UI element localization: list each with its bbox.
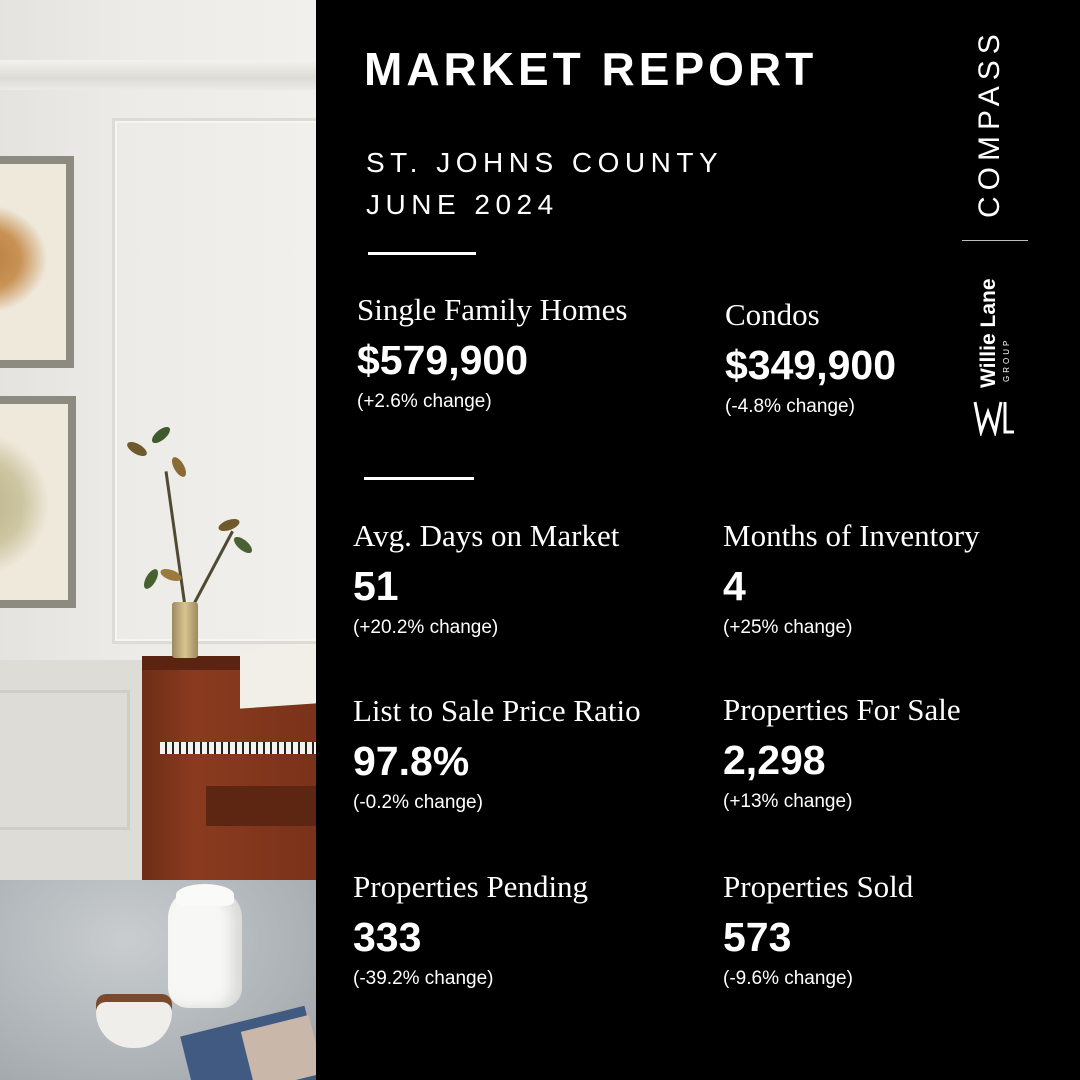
white-pitcher — [168, 888, 242, 1008]
wall-panel-molding — [112, 118, 316, 644]
stat-label: Properties For Sale — [723, 692, 961, 727]
stat-value: 97.8% — [353, 738, 470, 784]
stat-value: 4 — [723, 563, 746, 609]
pitcher-lid — [176, 884, 234, 906]
report-location: ST. JOHNS COUNTY — [366, 147, 724, 178]
stat-label: Months of Inventory — [723, 518, 980, 553]
interior-photo — [0, 0, 316, 1080]
stat-label: List to Sale Price Ratio — [353, 693, 641, 728]
framed-botanical-print — [0, 156, 74, 368]
section-divider — [364, 477, 474, 480]
stat-change: (-4.8% change) — [725, 396, 855, 417]
stat-list-to-sale-price-ratio: List to Sale Price Ratio 97.8% (-0.2% ch… — [353, 693, 641, 815]
stat-change: (-39.2% change) — [353, 968, 494, 989]
stat-months-of-inventory: Months of Inventory 4 (+25% change) — [723, 518, 980, 640]
stat-label: Single Family Homes — [357, 292, 628, 327]
stat-label: Avg. Days on Market — [353, 518, 620, 553]
stat-label: Properties Sold — [723, 869, 914, 904]
stat-condos: Condos $349,900 (-4.8% change) — [725, 297, 896, 419]
stat-value: 51 — [353, 563, 399, 609]
report-title: MARKET REPORT — [364, 43, 818, 95]
willie-lane-mark-icon — [973, 401, 1014, 436]
coffee-cup — [96, 994, 172, 1048]
stat-change: (+25% change) — [723, 617, 853, 638]
willie-lane-logo-text: Willie Lane — [977, 278, 1000, 388]
stat-value: 2,298 — [723, 737, 826, 783]
compass-logo-text: COMPASS — [973, 28, 1006, 218]
stat-value: 333 — [353, 914, 422, 960]
stat-label: Properties Pending — [353, 869, 589, 904]
stat-change: (-9.6% change) — [723, 968, 853, 989]
stat-value: 573 — [723, 914, 792, 960]
stat-change: (+20.2% change) — [353, 617, 499, 638]
stat-properties-pending: Properties Pending 333 (-39.2% change) — [353, 869, 588, 991]
stat-change: (+2.6% change) — [357, 391, 492, 412]
framed-botanical-print — [0, 396, 76, 608]
stat-avg-days-on-market: Avg. Days on Market 51 (+20.2% change) — [353, 518, 619, 640]
stat-properties-for-sale: Properties For Sale 2,298 (+13% change) — [723, 692, 961, 814]
brass-vase — [172, 602, 198, 658]
stat-value: $579,900 — [357, 337, 529, 383]
stat-label: Condos — [725, 297, 820, 332]
stat-change: (-0.2% change) — [353, 792, 483, 813]
crown-molding — [0, 60, 316, 90]
willie-lane-group-text: GROUP — [1002, 337, 1011, 382]
report-period: JUNE 2024 — [366, 189, 559, 220]
header-divider — [368, 252, 476, 255]
stat-change: (+13% change) — [723, 791, 853, 812]
sheet-music — [240, 645, 316, 709]
stat-single-family-homes: Single Family Homes $579,900 (+2.6% chan… — [357, 292, 627, 414]
logo-divider — [962, 240, 1028, 241]
stat-properties-sold: Properties Sold 573 (-9.6% change) — [723, 869, 913, 991]
stat-value: $349,900 — [725, 342, 897, 388]
